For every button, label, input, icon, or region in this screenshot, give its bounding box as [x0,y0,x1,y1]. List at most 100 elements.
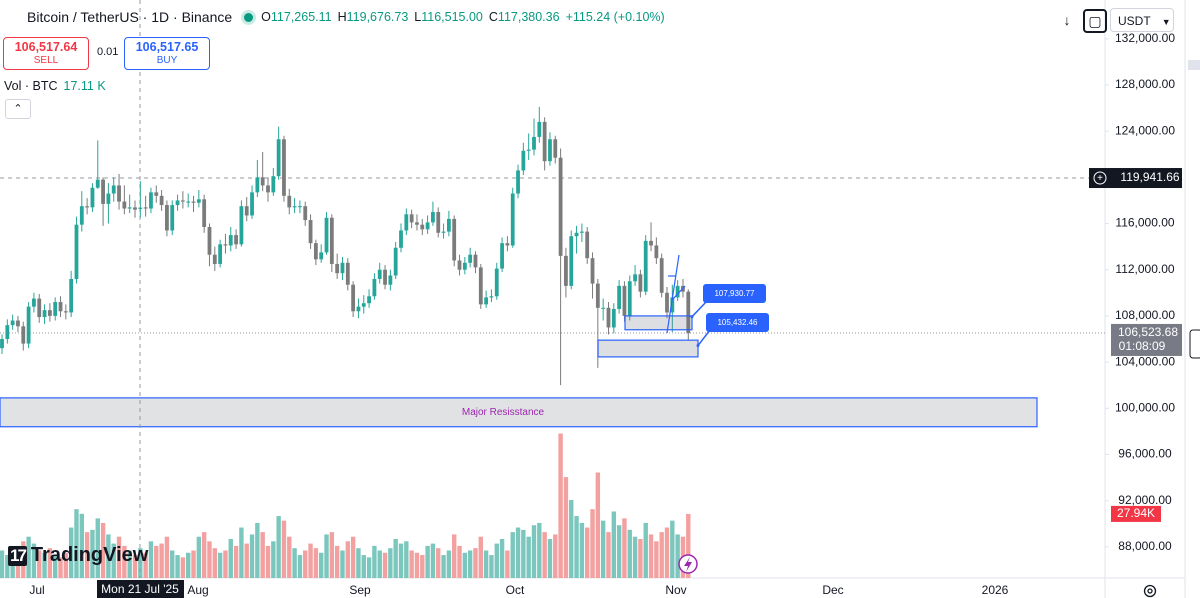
volume-bar [84,532,90,578]
candle-body [287,195,292,208]
replay-icon[interactable] [678,554,698,574]
legend-value: 117,380.36 [497,10,560,24]
callout-label: 107,930.77 [714,289,755,298]
candle-body [590,258,595,284]
candle-body [548,139,552,162]
candle-body [271,176,276,193]
candle-body [351,284,356,312]
candle-body [542,121,547,162]
candle-body [79,206,84,225]
candle-body [494,268,499,297]
trend-drawings [666,254,686,334]
volume-bar [675,534,680,578]
volume-bar [600,520,606,578]
candle-body [138,207,143,209]
y-tick-label: 108,000.00 [1115,308,1175,322]
volume-bar [58,557,63,578]
candle-body [159,195,164,206]
volume-bar [95,518,100,578]
x-tick-label: Dec [822,583,843,597]
candle-body [489,296,494,298]
volume-bar [494,543,499,578]
candle-body [106,193,111,204]
volume-bar [664,527,670,578]
x-tick-label: Nov [665,583,686,597]
candle-body [409,214,414,223]
volume-bar [340,550,345,578]
candle-body [393,247,398,276]
candle-body [665,292,669,313]
y-tick-label: 96,000.00 [1118,447,1172,461]
volume-bar [53,555,58,578]
candle-body [53,302,58,316]
volume-bar [569,500,574,578]
candle-body [212,254,217,264]
volume-bar [244,543,249,578]
logo-text: TradingView [30,544,149,566]
volume-bar [462,552,468,578]
candle-body [329,217,334,264]
candle-body [340,262,345,274]
sell-button[interactable]: 106,517.64 SELL [3,37,89,70]
candle-body [377,269,382,279]
volume-bar [154,545,159,578]
volume-bar [489,555,494,578]
volume-bar [452,534,457,578]
candle-body [42,310,47,318]
candle-body [478,267,483,305]
last-price-label: 106,523.68 [1118,325,1178,339]
volume-bar [106,534,111,578]
callout-pointer [691,300,708,318]
callout-pointer [697,329,711,347]
volume-tag [1111,505,1161,522]
candle-body [446,218,451,232]
volume-bar [457,545,462,578]
volume-bar [281,520,287,578]
volume-bar [622,518,627,578]
volume-bar [297,555,303,578]
scroll-handle[interactable] [1188,60,1200,70]
side-button[interactable] [1189,329,1200,359]
candle-body [0,338,4,349]
volume-bar [170,550,175,578]
volume-bar [239,527,244,578]
candle-body [58,302,63,312]
volume-bar [467,550,473,578]
volume-bar [473,548,478,578]
candle-body [510,193,515,246]
fullscreen-icon[interactable]: ▢ [1083,9,1107,33]
lot-size: 0.01 [97,46,119,58]
collapse-button[interactable]: ⌃ [5,99,31,119]
volume-bar [287,536,292,578]
callout-box [703,284,766,303]
candle-body [244,206,249,216]
candle-body [537,121,542,137]
candle-body [101,179,105,204]
volume-bar [521,529,526,578]
callout-label: 105,432.46 [717,318,758,327]
volume-bar [100,522,106,578]
candle-body [659,258,664,293]
volume-bar [382,552,388,578]
add-alert-plus: + [1097,173,1103,184]
candle-body [649,240,653,246]
volume-bar [404,541,409,578]
candle-body [526,149,531,151]
volume-bar [5,555,10,578]
download-icon[interactable]: ↓ [1063,12,1071,28]
candle-body [441,231,446,233]
candle-body [335,263,340,274]
y-tick-label: 116,000.00 [1115,216,1174,230]
currency-select[interactable]: USDT ▼ [1110,8,1174,32]
volume-bar [388,548,393,578]
candle-body [633,274,637,282]
candle-body [452,218,457,261]
candle-body [462,262,467,270]
volume-bar [356,548,361,578]
y-tick-label: 124,000.00 [1115,123,1175,137]
candle-body [532,136,536,150]
buy-button[interactable]: 106,517.65 BUY [124,37,210,70]
symbol-title[interactable]: Bitcoin / TetherUS · 1D · Binance [27,9,233,25]
gear-icon[interactable] [1143,584,1157,598]
